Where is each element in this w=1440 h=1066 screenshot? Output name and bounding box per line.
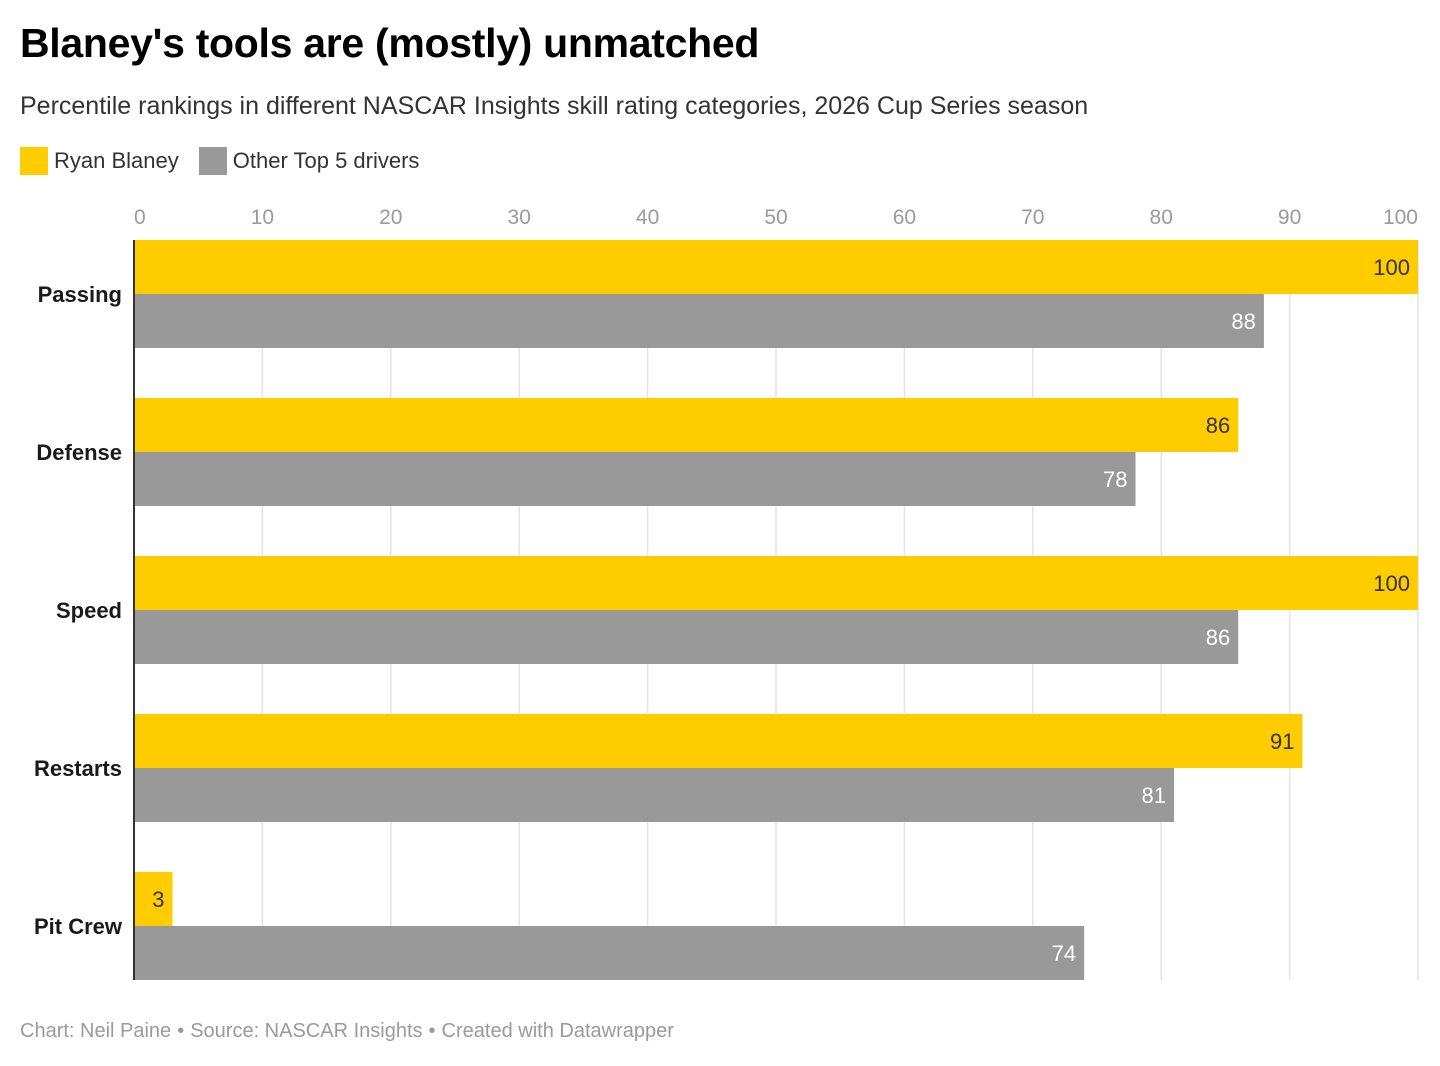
bar-value-label: 86	[1206, 625, 1230, 650]
bar-value-label: 78	[1103, 467, 1127, 492]
legend-label-blaney: Ryan Blaney	[54, 148, 179, 173]
category-label: Passing	[38, 282, 122, 307]
x-tick-label: 0	[134, 206, 146, 229]
footer-separator: •	[428, 1020, 436, 1042]
x-tick-label: 50	[764, 206, 787, 229]
x-tick-label: 30	[508, 206, 531, 229]
legend-item-blaney: Ryan Blaney	[20, 147, 179, 175]
bar	[134, 398, 1239, 452]
x-tick-label: 40	[636, 206, 659, 229]
chart-footer: Chart: Neil Paine • Source: NASCAR Insight…	[20, 1020, 674, 1043]
bar	[134, 926, 1085, 980]
bar	[134, 556, 1418, 610]
bar-value-label: 91	[1270, 729, 1294, 754]
x-tick-label: 90	[1278, 206, 1301, 229]
x-tick-label: 60	[893, 206, 916, 229]
bar-value-label: 74	[1052, 941, 1076, 966]
x-tick-label: 100	[1383, 206, 1418, 229]
legend-swatch-blaney	[20, 147, 48, 175]
bar	[134, 240, 1418, 294]
x-tick-label: 20	[379, 206, 402, 229]
bar	[134, 610, 1239, 664]
bar-value-label: 88	[1231, 309, 1255, 334]
x-tick-label: 80	[1150, 206, 1173, 229]
bar	[134, 294, 1264, 348]
category-label: Speed	[56, 598, 122, 623]
legend-swatch-others	[198, 147, 227, 175]
category-label: Restarts	[34, 756, 122, 781]
bar-chart: 0 10 20 30 40 50 60 70 80 90 100 100 88 Passing 86 78 De…	[34, 206, 1419, 980]
x-tick-label: 70	[1021, 206, 1044, 229]
x-tick-label: 10	[251, 206, 274, 229]
bar-value-label: 81	[1142, 783, 1166, 808]
bar	[134, 872, 173, 926]
legend-item-others: Other Top 5 drivers	[198, 147, 420, 175]
bar-value-label: 3	[152, 887, 164, 912]
bar-value-label: 100	[1373, 255, 1410, 280]
bar	[134, 452, 1136, 506]
legend: Ryan Blaney Other Top 5 drivers	[20, 147, 439, 175]
chart-title: Blaney's tools are (mostly) unmatched	[20, 20, 760, 66]
footer-source: Source: NASCAR Insights	[190, 1020, 423, 1042]
chart-subtitle: Percentile rankings in different NASCAR …	[20, 92, 1089, 120]
category-label: Pit Crew	[34, 914, 123, 939]
legend-label-others: Other Top 5 drivers	[232, 148, 420, 173]
bar	[134, 768, 1175, 822]
category-label: Defense	[36, 440, 122, 465]
footer-created-with: Created with Datawrapper	[441, 1020, 674, 1042]
bar-value-label: 100	[1373, 571, 1410, 596]
footer-credit: Chart: Neil Paine	[20, 1020, 172, 1042]
bar-value-label: 86	[1206, 413, 1230, 438]
bar	[134, 714, 1303, 768]
footer-separator: •	[177, 1020, 185, 1042]
